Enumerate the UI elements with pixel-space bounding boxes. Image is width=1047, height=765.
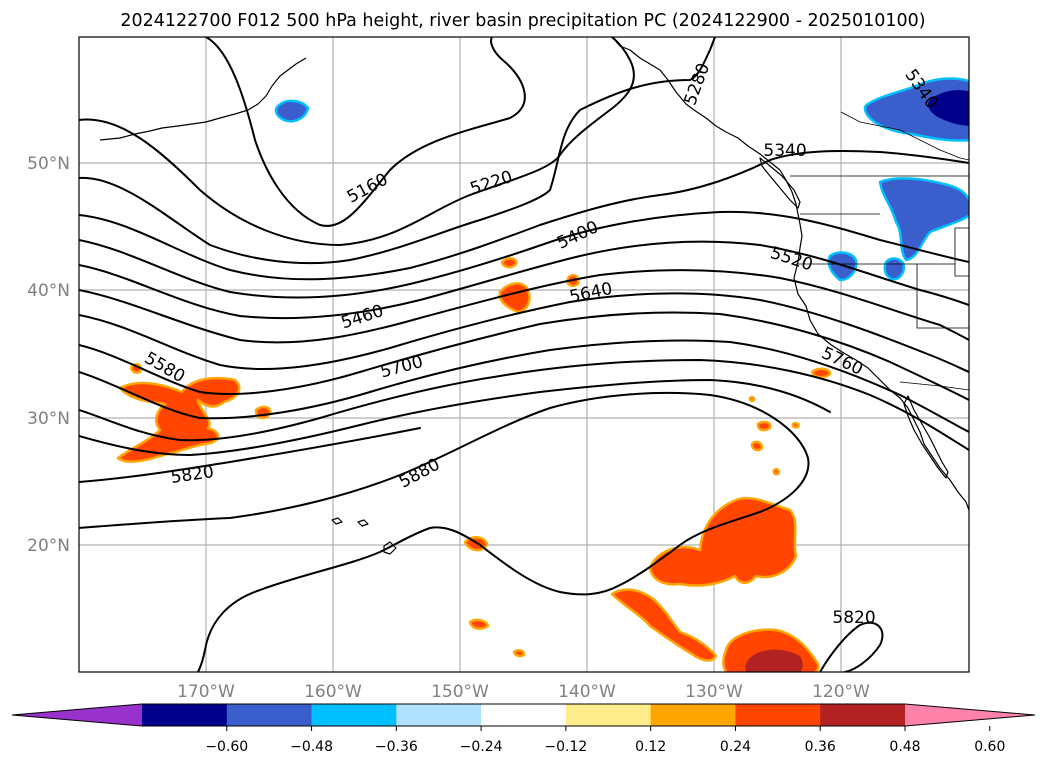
lon-label-130w: 130°W	[685, 682, 743, 702]
contour-5460	[79, 240, 969, 320]
lat-label-20n: 20°N	[27, 536, 70, 556]
colorbar-tick-label: −0.48	[290, 739, 333, 755]
longitude-labels: 170°W 160°W 150°W 140°W 130°W 120°W	[177, 682, 870, 702]
colorbar-tick-label: −0.36	[375, 739, 418, 755]
lat-label-30n: 30°N	[27, 409, 70, 429]
contour-5640	[79, 311, 969, 401]
anomaly-east-pacific-large	[648, 496, 798, 587]
colorbar-segment	[565, 704, 652, 726]
contour-5520	[79, 269, 969, 344]
anomaly-strong-negative-core	[928, 90, 969, 126]
contour-5820-south	[819, 621, 884, 672]
map-frame	[78, 36, 970, 673]
colorbar-segment	[226, 704, 313, 726]
colorbar-extend-high	[905, 704, 1035, 726]
lon-label-170w: 170°W	[177, 682, 235, 702]
aleutian-islands	[99, 85, 273, 141]
contour-5160	[205, 37, 526, 227]
colorbar-segment	[142, 704, 228, 726]
anomaly-near-coast-2	[750, 440, 764, 452]
strong-positive-anomaly	[745, 649, 803, 672]
colorbar-tick-label: 0.60	[974, 739, 1005, 755]
colorbar-tick-label: 0.36	[805, 739, 836, 755]
anomaly-east-pacific-south	[610, 588, 718, 662]
anomaly-nevada	[883, 257, 906, 281]
contour-5220	[79, 37, 635, 246]
anomaly-alaska-peninsula	[274, 99, 310, 123]
alaska-canada-border	[840, 111, 969, 161]
colorbar-extend-low	[12, 704, 142, 726]
latitude-labels: 50°N 40°N 30°N 20°N	[27, 154, 70, 556]
anomaly-dot-2	[791, 421, 800, 429]
alaska-peninsula	[271, 57, 307, 87]
colorbar-tick-label: −0.60	[205, 739, 248, 755]
anomaly-near-coast-3	[756, 420, 772, 432]
contour-5340	[79, 149, 969, 281]
colorbar-tick-label: 0.48	[889, 739, 920, 755]
anomaly-dot-1	[772, 467, 780, 476]
colorbar-segment	[650, 704, 736, 726]
california-nevada-border	[916, 264, 969, 329]
contour-5880	[79, 391, 810, 672]
anomaly-small-south-1	[468, 618, 490, 630]
baja-california	[903, 395, 949, 479]
anomaly-small-south-2	[512, 649, 526, 658]
contour-label-5820-south: 5820	[832, 608, 875, 628]
contour-5400	[79, 210, 969, 299]
colorbar-tick-label: −0.12	[544, 739, 587, 755]
anomaly-central-2	[500, 257, 518, 269]
colorbar: −0.60 −0.48 −0.36 −0.24 −0.12 0.12 0.24 0.36 0.4…	[11, 703, 1036, 755]
vancouver-island	[759, 157, 801, 209]
colorbar-segment	[735, 704, 821, 726]
contour-label-5340: 5340	[763, 141, 806, 161]
lon-label-160w: 160°W	[304, 682, 362, 702]
alaska-panhandle	[611, 37, 781, 171]
positive-anomaly-areas	[116, 257, 832, 672]
colorbar-outline	[11, 703, 1036, 727]
colorbar-tick-label: 0.12	[635, 739, 666, 755]
contour-5280	[79, 37, 716, 265]
anomaly-strong-core	[745, 649, 803, 672]
colorbar-segment	[820, 704, 906, 726]
colorbar-segment	[396, 704, 482, 726]
contour-5580	[79, 292, 969, 373]
contour-5700	[79, 339, 969, 433]
contour-5820-west	[79, 427, 421, 483]
lat-label-40n: 40°N	[27, 281, 70, 301]
lat-label-50n: 50°N	[27, 154, 70, 174]
contour-5760	[79, 359, 969, 451]
lon-label-150w: 150°W	[431, 682, 489, 702]
contour-5820	[79, 379, 831, 456]
figure-title: 2024122700 F012 500 hPa height, river ba…	[120, 11, 925, 31]
colorbar-segment	[481, 704, 567, 726]
strong-negative-anomaly	[928, 90, 969, 126]
anomaly-pacific-northwest	[878, 177, 969, 262]
map-area: 5160 5220 5280 5340 5340 5400 5520 5460 …	[79, 37, 969, 672]
anomaly-west-pacific	[116, 376, 241, 463]
lon-label-120w: 120°W	[812, 682, 870, 702]
colorbar-segment	[311, 704, 397, 726]
idaho-border	[954, 227, 969, 277]
colorbar-tick-label: 0.24	[720, 739, 751, 755]
height-contours	[79, 37, 969, 672]
anomaly-dot-3	[748, 395, 756, 403]
british-columbia-coast	[779, 169, 801, 225]
lon-label-140w: 140°W	[558, 682, 616, 702]
colorbar-tick-label: −0.24	[460, 739, 503, 755]
